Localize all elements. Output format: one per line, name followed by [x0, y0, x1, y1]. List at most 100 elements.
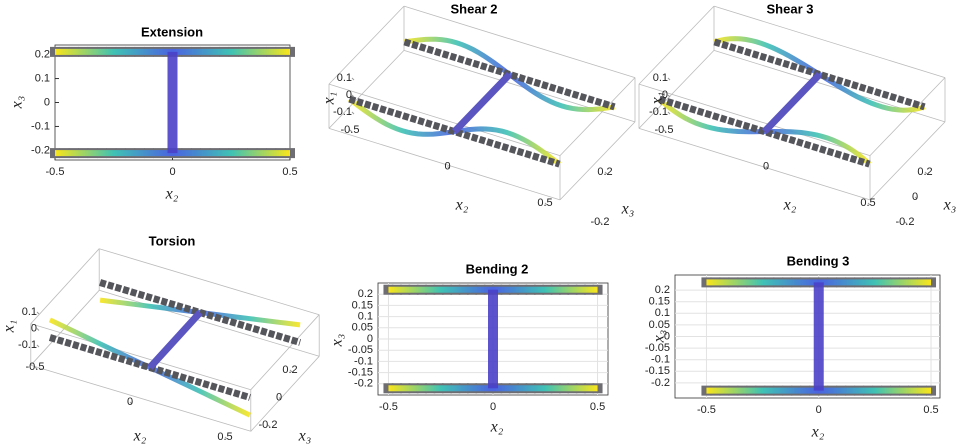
y-tick-label: -0.15 [645, 365, 670, 377]
tick-mark [36, 311, 40, 315]
x-tick-label: 0.5 [923, 404, 938, 416]
tick-mark [904, 221, 908, 225]
y-axis-label: x₃ [943, 197, 957, 214]
tick-mark [129, 401, 133, 405]
panel-title: Bending 3 [787, 253, 850, 268]
z-tick-label: 0 [31, 322, 37, 334]
y-tick-label: 0.1 [655, 307, 670, 319]
tick-mark [36, 344, 40, 348]
tick-mark [765, 166, 769, 169]
y-tick-label: 0 [367, 333, 373, 345]
x-tick-label: 0.5 [282, 166, 297, 178]
y-tick-label: 0.1 [358, 311, 373, 323]
tick-mark [224, 436, 228, 440]
y-tick-label: 0.1 [35, 72, 50, 84]
y-axis-label: x₃ [651, 330, 668, 344]
tick-mark [604, 171, 608, 175]
z-tick-label: 0.1 [653, 72, 668, 84]
x-tick-label: 0 [816, 404, 822, 416]
y-tick-label: 0.2 [282, 364, 297, 376]
x-tick-label: 0 [127, 396, 133, 408]
box-edge [328, 50, 405, 129]
tick-mark [867, 202, 871, 206]
box-edge [559, 77, 636, 156]
y-axis-label: x₃ [329, 334, 346, 348]
box-edge [638, 5, 715, 85]
y-tick-label: 0 [912, 191, 918, 203]
box-edge [30, 248, 100, 324]
y-tick-label: -0.2 [896, 216, 915, 228]
x-tick-label: -0.5 [46, 166, 65, 178]
web [167, 51, 178, 154]
y-tick-label: 0.05 [352, 322, 373, 334]
y-tick-label: -0.05 [348, 344, 373, 356]
y-tick-label: 0.05 [649, 319, 670, 331]
x-axis-label: x₂ [811, 424, 825, 441]
x-axis-label: x₂ [455, 197, 469, 214]
panel-title: Bending 2 [466, 261, 529, 276]
flange [403, 38, 616, 111]
y-tick-label: -0.1 [31, 120, 50, 132]
z-tick-label: 0.1 [22, 306, 37, 318]
z-tick-label: 0 [346, 89, 352, 101]
x-axis-label: x₂ [165, 186, 179, 203]
web [813, 282, 824, 391]
y-tick-label: 0 [664, 330, 670, 342]
box-edge [638, 127, 871, 201]
y-tick-label: -0.15 [348, 367, 373, 379]
panel-title: Shear 3 [767, 1, 814, 16]
z-tick-label: 0 [662, 89, 668, 101]
web [488, 289, 498, 389]
tick-mark [351, 94, 355, 98]
y-tick-label: -0.1 [354, 355, 373, 367]
tick-mark [34, 366, 38, 370]
tick-mark [544, 202, 548, 206]
box-edge [250, 356, 320, 432]
box-edge [638, 50, 715, 129]
box-edge [250, 314, 320, 390]
x-tick-label: 0 [169, 166, 175, 178]
tick-mark [36, 328, 40, 331]
y-axis-label: x₃ [9, 96, 26, 110]
y-axis-label: x₃ [621, 201, 635, 218]
y-tick-label: 0.15 [352, 299, 373, 311]
tick-mark [663, 129, 667, 133]
x-tick-label: -0.5 [341, 124, 360, 136]
z-axis-label: x₁ [321, 92, 338, 106]
panel-title: Extension [141, 24, 203, 39]
y-tick-label: -0.2 [354, 378, 373, 390]
x-tick-label: -0.5 [655, 124, 674, 136]
x-tick-label: 0.5 [590, 401, 605, 413]
y-tick-label: -0.2 [259, 419, 278, 431]
z-axis-label: x₁ [649, 92, 666, 106]
web [451, 71, 513, 135]
y-tick-label: 0.2 [655, 284, 670, 296]
tick-mark [914, 196, 918, 200]
tick-mark [289, 369, 293, 373]
box-edge [328, 127, 561, 201]
x-tick-label: 0 [490, 401, 496, 413]
x-axis-label: x₂ [133, 428, 147, 445]
tick-mark [667, 77, 671, 81]
tick-mark [351, 111, 355, 115]
box-edge [403, 5, 636, 79]
tick-mark [267, 424, 271, 428]
z-tick-label: 0.1 [337, 72, 352, 84]
box-edge [713, 5, 946, 79]
tick-mark [349, 129, 353, 133]
y-tick-label: -0.05 [645, 342, 670, 354]
tick-mark [599, 221, 603, 225]
y-tick-label: 0.2 [917, 166, 932, 178]
y-tick-label: 0.2 [358, 288, 373, 300]
y-tick-label: 0 [276, 391, 282, 403]
box-edge [99, 248, 320, 316]
tick-mark [278, 397, 282, 400]
box-edge [869, 121, 946, 201]
x-tick-label: 0 [763, 160, 769, 172]
box-edge [638, 83, 871, 157]
x-tick-label: 0.5 [537, 197, 552, 209]
box-edge [30, 364, 251, 432]
z-tick-label: -0.1 [649, 106, 668, 118]
box-edge [328, 83, 561, 157]
tick-mark [667, 94, 671, 98]
